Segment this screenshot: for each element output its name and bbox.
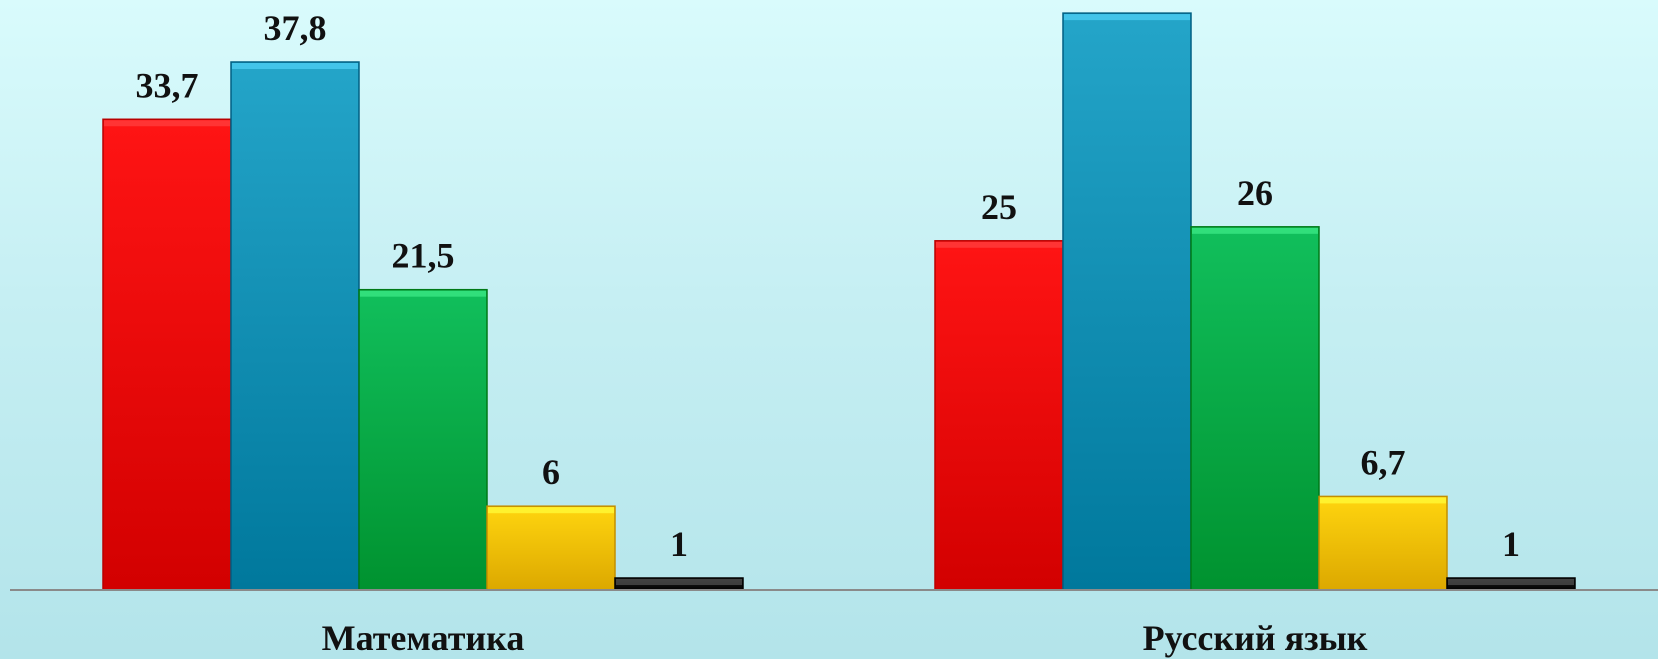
- category-labels-layer: Математика Русский язык: [322, 618, 1368, 658]
- data-label: 26: [1237, 173, 1273, 213]
- category-label: Математика: [322, 618, 525, 658]
- bar-1-1: [1062, 12, 1192, 591]
- data-label: 21,5: [392, 236, 455, 276]
- bar-highlight: [936, 241, 1062, 248]
- data-label: 25: [981, 187, 1017, 227]
- bar-1-3: [1318, 495, 1448, 591]
- bar-highlight: [360, 290, 486, 297]
- bar-highlight: [1320, 497, 1446, 504]
- bar-highlight: [488, 507, 614, 514]
- bar-0-1: [230, 61, 360, 591]
- bar-highlight: [616, 579, 742, 585]
- data-label: 33,7: [136, 65, 199, 105]
- bar-1-2: [1190, 226, 1320, 591]
- bars-layer: [102, 12, 1576, 591]
- bar-highlight: [1448, 579, 1574, 585]
- data-label: 1: [1502, 524, 1520, 564]
- data-label: 6,7: [1361, 442, 1406, 482]
- data-label: 6: [542, 452, 560, 492]
- bar-1-0: [934, 240, 1064, 591]
- bar-0-0: [102, 118, 232, 591]
- value-labels-layer: 33,737,821,5612541,3266,71: [136, 8, 1521, 564]
- bar-highlight: [1192, 227, 1318, 234]
- bar-0-3: [486, 505, 616, 591]
- bar-highlight: [1064, 14, 1190, 21]
- bar-0-2: [358, 288, 488, 591]
- bar-highlight: [232, 63, 358, 69]
- data-label: 1: [670, 524, 688, 564]
- data-label: 37,8: [264, 8, 327, 48]
- category-label: Русский язык: [1143, 618, 1368, 658]
- bar-highlight: [104, 120, 230, 127]
